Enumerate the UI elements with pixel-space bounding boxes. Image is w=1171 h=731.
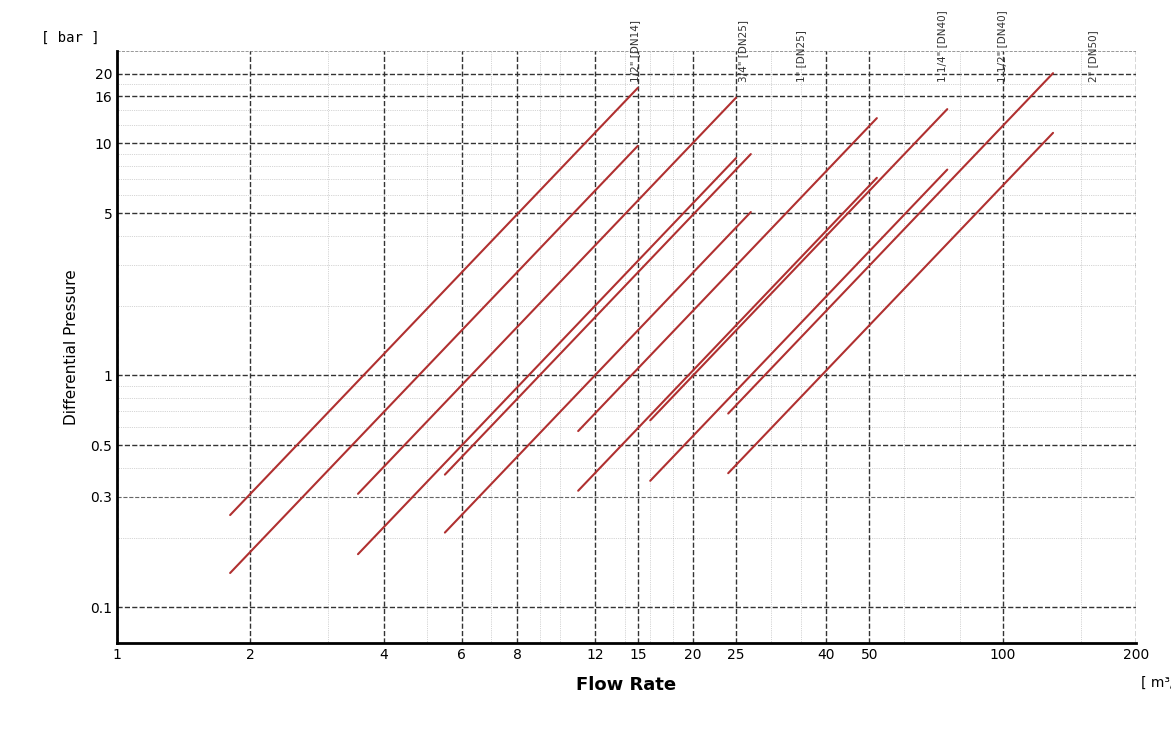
Text: 1 1/4" [DN40]: 1 1/4" [DN40]: [937, 10, 947, 81]
Text: 2" [DN50]: 2" [DN50]: [1088, 30, 1098, 81]
Text: [ bar ]: [ bar ]: [41, 31, 100, 45]
Text: 1 1/2" [DN40]: 1 1/2" [DN40]: [998, 10, 1007, 81]
X-axis label: Flow Rate: Flow Rate: [576, 676, 677, 694]
Text: 1" [DN25]: 1" [DN25]: [796, 30, 806, 81]
Y-axis label: Differential Pressure: Differential Pressure: [64, 269, 80, 425]
Text: 1/2" [DN14]: 1/2" [DN14]: [630, 20, 641, 81]
Text: 3/4" [DN25]: 3/4" [DN25]: [739, 20, 748, 81]
Text: [ m³/h ]: [ m³/h ]: [1141, 676, 1171, 690]
